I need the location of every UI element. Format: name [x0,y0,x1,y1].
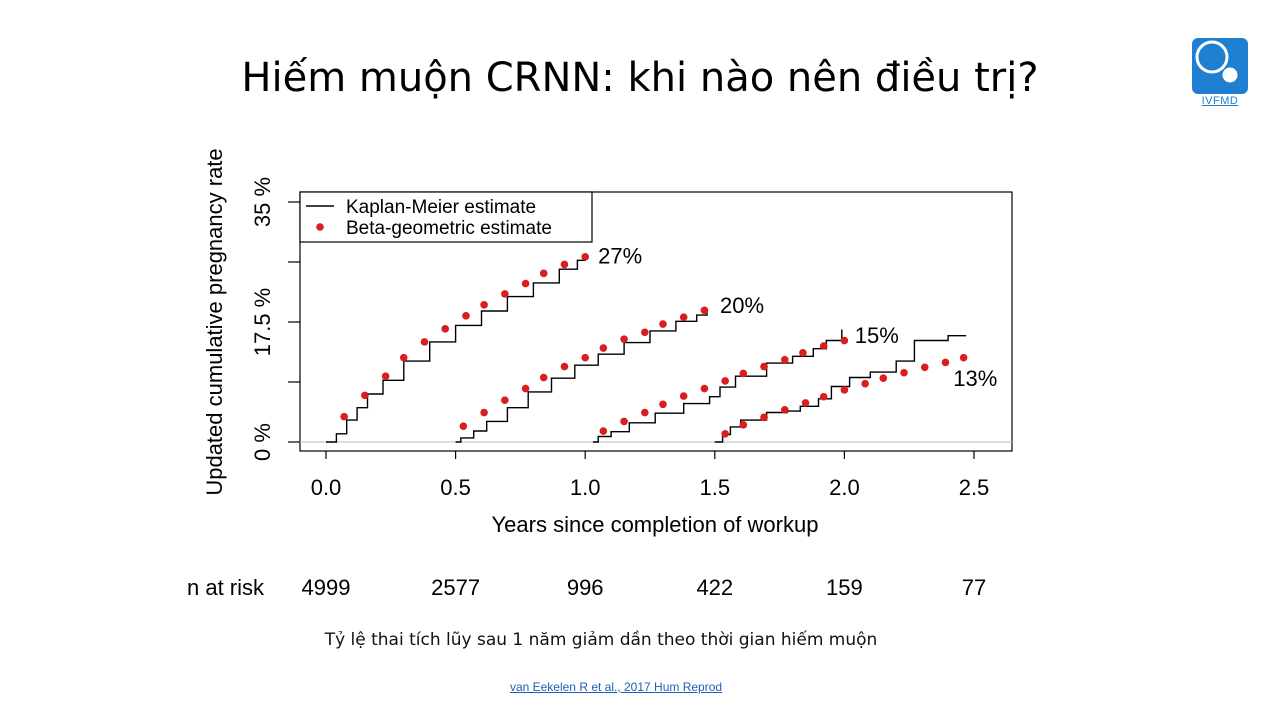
at-risk-value: 159 [826,575,863,600]
x-tick-label: 1.5 [700,475,731,500]
beta-point [700,384,709,393]
beta-point [620,335,628,343]
beta-point [441,325,450,333]
beta-point [840,386,849,394]
km-line-2 [455,312,708,443]
beta-point [501,290,509,298]
legend-box [299,191,593,243]
logo-text: IVFMD [1201,95,1239,107]
beta-point [819,342,828,350]
beta-point [679,392,688,400]
x-tick-label: 2.0 [829,475,860,500]
logo-emblem [1192,38,1248,94]
beta-point [679,313,688,322]
beta-point [900,368,908,377]
slide-title: Hiếm muộn CRNN: khi nào nên điều trị? [241,55,1039,101]
beta-point [539,269,548,278]
x-axis-label: Years since completion of workup [492,512,819,537]
km-line-1 [326,256,586,443]
beta-point [641,408,649,417]
beta-point [381,372,390,380]
beta-point [361,391,369,400]
beta-point [521,279,530,288]
km-line-4 [714,335,967,443]
end-label-1: 27% [598,243,642,268]
beta-point [959,353,968,362]
at-risk-label: n at risk [187,575,265,600]
beta-point [799,349,807,357]
beta-point [340,412,348,421]
beta-point [780,355,789,364]
beta-point [920,363,929,372]
chart-caption: Tỷ lệ thai tích lũy sau 1 năm giảm dần t… [324,630,878,650]
beta-point [420,338,429,346]
beta-point [721,377,729,385]
beta-point [521,384,530,393]
y-tick-label: 35 % [250,177,275,227]
beta-point [641,328,649,337]
at-risk-value: 996 [567,575,604,600]
x-tick-label: 0.0 [311,475,342,500]
beta-point [560,362,569,371]
y-tick-label: 17.5 % [250,288,275,357]
beta-point [480,408,488,417]
at-risk-value: 4999 [302,575,351,600]
source-link[interactable]: van Eekelen R et al., 2017 Hum Reprod [509,680,723,694]
end-label-3: 15% [855,323,899,348]
beta-point [760,362,768,371]
beta-point [501,396,509,404]
beta-point [721,429,729,438]
ivfmd-logo: IVFMD [1190,36,1250,112]
end-label-2: 20% [720,293,764,318]
beta-point [480,301,488,309]
beta-point [599,427,608,435]
beta-point [462,312,470,320]
beta-point [801,399,810,407]
beta-point [560,260,569,269]
beta-point [581,353,589,362]
beta-point [620,417,628,426]
x-tick-label: 0.5 [440,475,471,500]
at-risk-value: 422 [696,575,733,600]
beta-point [659,320,667,328]
legend-swatch-dot [316,223,324,231]
beta-point [459,422,468,431]
end-label-4: 13% [953,366,997,391]
y-axis-label: Updated cumulative pregnancy rate [202,148,227,495]
km-line-3 [593,329,843,443]
x-tick-label: 1.0 [570,475,601,500]
beta-point [780,405,789,414]
beta-point [861,379,869,388]
beta-point [739,369,748,378]
legend-label: Beta-geometric estimate [346,218,552,239]
beta-point [760,413,768,422]
beta-point [819,392,828,401]
beta-point [599,344,608,352]
beta-point [739,421,748,429]
beta-point [941,358,950,367]
at-risk-value: 77 [962,575,986,600]
y-tick-label: 0 % [250,423,275,461]
x-tick-label: 2.5 [959,475,990,500]
beta-point [700,306,709,315]
legend-label: Kaplan-Meier estimate [346,197,536,218]
at-risk-value: 2577 [431,575,480,600]
beta-point [581,253,589,261]
beta-point [399,353,408,362]
beta-point [659,400,667,409]
beta-point [840,336,849,345]
beta-point [539,373,548,382]
beta-point [879,374,888,383]
